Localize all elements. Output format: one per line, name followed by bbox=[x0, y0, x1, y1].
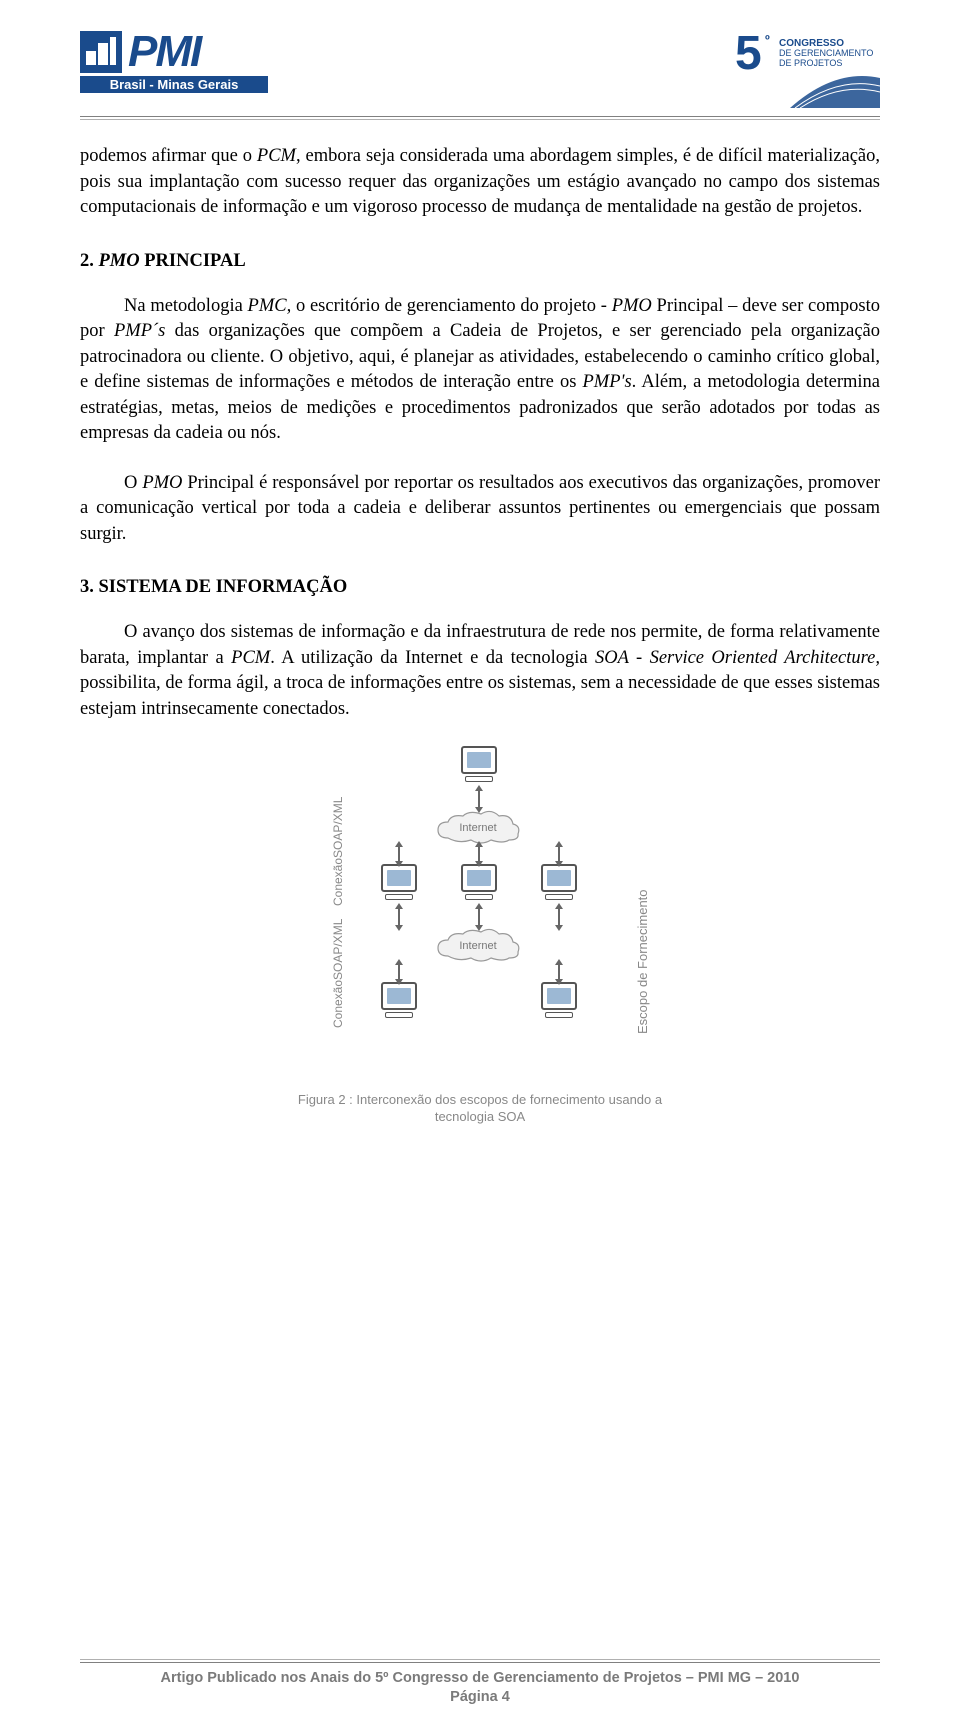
arrow-icon bbox=[398, 908, 400, 926]
page-header: PMI Brasil - Minas Gerais 5 º CONGRESSO … bbox=[80, 30, 880, 108]
diagram-right-label: Escopo de Fornecimento bbox=[635, 890, 650, 1035]
arrow-icon bbox=[398, 964, 400, 980]
congresso-ordinal: º bbox=[765, 32, 770, 47]
computer-icon bbox=[455, 864, 503, 906]
pmi-chart-icon bbox=[80, 31, 122, 73]
congresso-curve-icon bbox=[790, 68, 880, 108]
section-heading-2: 2. PMO PRINCIPAL bbox=[80, 251, 880, 272]
diagram-left-label-top: ConexãoSOAP/XML bbox=[331, 797, 345, 906]
arrow-icon bbox=[478, 846, 480, 862]
computer-icon bbox=[455, 746, 503, 788]
congresso-number: 5 bbox=[735, 26, 762, 81]
footer-rule-bottom bbox=[80, 1662, 880, 1663]
figure-2-diagram: ConexãoSOAP/XML ConexãoSOAP/XML Escopo d… bbox=[295, 746, 665, 1126]
paragraph-2a: Na metodologia PMC, o escritório de gere… bbox=[80, 294, 880, 447]
arrow-icon bbox=[478, 908, 480, 926]
figure-2-container: ConexãoSOAP/XML ConexãoSOAP/XML Escopo d… bbox=[80, 746, 880, 1126]
header-rule-top bbox=[80, 116, 880, 117]
pmi-logo-subtitle: Brasil - Minas Gerais bbox=[80, 76, 268, 93]
congresso-logo: 5 º CONGRESSO DE GERENCIAMENTO DE PROJET… bbox=[735, 30, 880, 108]
computer-icon bbox=[375, 982, 423, 1024]
diagram-left-label-bottom: ConexãoSOAP/XML bbox=[331, 919, 345, 1028]
footer-line1: Artigo Publicado nos Anais do 5º Congres… bbox=[80, 1669, 880, 1689]
footer-line2: Página 4 bbox=[80, 1688, 880, 1708]
arrow-icon bbox=[478, 790, 480, 808]
arrow-icon bbox=[558, 908, 560, 926]
pmi-logo: PMI Brasil - Minas Gerais bbox=[80, 30, 280, 92]
arrow-icon bbox=[558, 846, 560, 862]
footer-rule-top bbox=[80, 1659, 880, 1660]
figure-2-caption: Figura 2 : Interconexão dos escopos de f… bbox=[295, 1092, 665, 1126]
paragraph-intro: podemos afirmar que o PCM, embora seja c… bbox=[80, 144, 880, 221]
page-footer: Artigo Publicado nos Anais do 5º Congres… bbox=[80, 1659, 880, 1708]
section-heading-3: 3. SISTEMA DE INFORMAÇÃO bbox=[80, 577, 880, 598]
congresso-text: CONGRESSO DE GERENCIAMENTO DE PROJETOS bbox=[779, 38, 873, 69]
computer-icon bbox=[535, 864, 583, 906]
pmi-logo-text: PMI bbox=[128, 30, 200, 74]
footer-text: Artigo Publicado nos Anais do 5º Congres… bbox=[80, 1669, 880, 1708]
paragraph-2b: O PMO Principal é responsável por report… bbox=[80, 471, 880, 548]
computer-icon bbox=[535, 982, 583, 1024]
header-rule-bottom bbox=[80, 119, 880, 120]
computer-icon bbox=[375, 864, 423, 906]
arrow-icon bbox=[558, 964, 560, 980]
cloud-icon: Internet bbox=[433, 928, 523, 964]
paragraph-3: O avanço dos sistemas de informação e da… bbox=[80, 620, 880, 722]
arrow-icon bbox=[398, 846, 400, 862]
